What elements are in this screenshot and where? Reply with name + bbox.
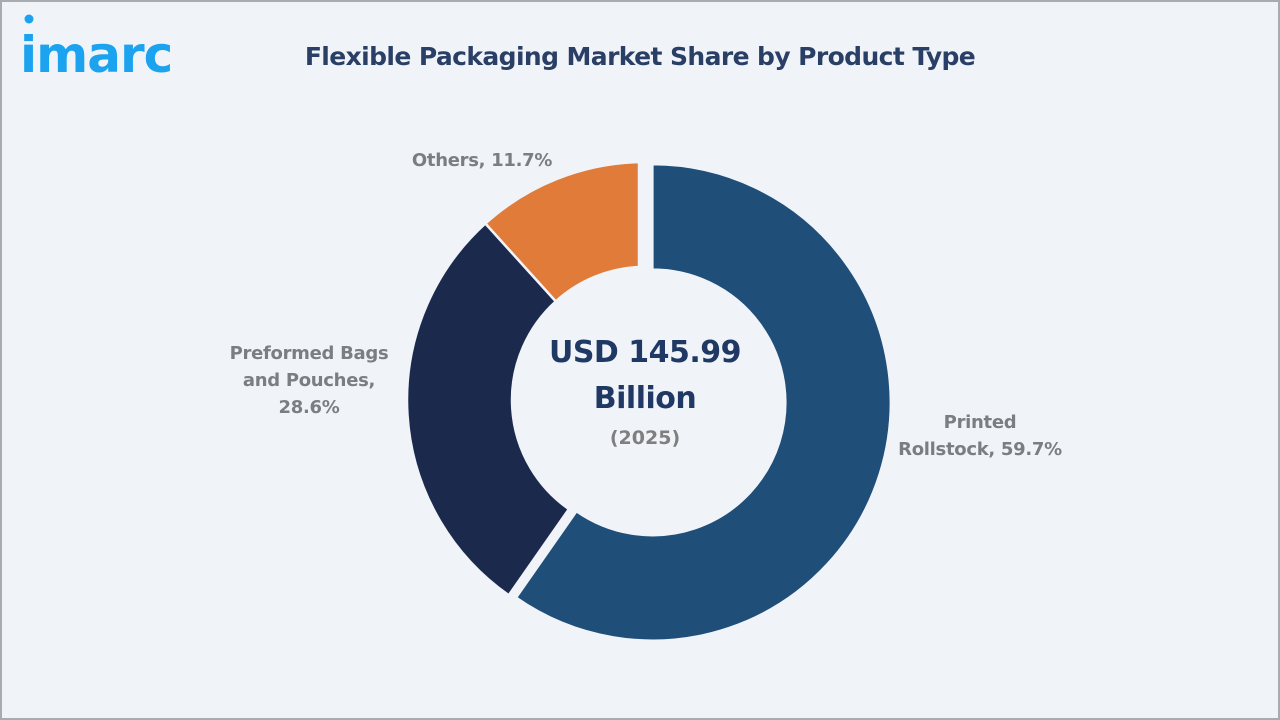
label-printed-line1: Printed: [943, 412, 1017, 433]
center-total-value: USD 145.99: [548, 335, 742, 370]
label-preformed-line2: and Pouches,: [242, 370, 376, 391]
label-printed-rollstock: Printed Rollstock, 59.7%: [880, 409, 1080, 463]
label-others: Others, 11.7%: [392, 147, 572, 174]
label-preformed-line1: Preformed Bags: [229, 343, 389, 364]
slice-printed-rollstock[interactable]: [515, 163, 892, 642]
label-preformed-bags-pouches: Preformed Bags and Pouches, 28.6%: [203, 340, 415, 421]
slice-preformed-bags-pouches[interactable]: [405, 221, 571, 597]
label-printed-line2: Rollstock, 59.7%: [898, 439, 1062, 460]
chart-title: Flexible Packaging Market Share by Produ…: [304, 42, 976, 71]
center-total-unit: Billion: [593, 381, 697, 416]
svg-text:imarc: imarc: [20, 26, 172, 82]
imarc-logo: imarc: [20, 14, 173, 82]
label-others-text: Others, 11.7%: [411, 150, 553, 171]
label-preformed-line3: 28.6%: [278, 397, 340, 418]
center-year: (2025): [609, 427, 681, 449]
slice-others[interactable]: [483, 160, 641, 304]
